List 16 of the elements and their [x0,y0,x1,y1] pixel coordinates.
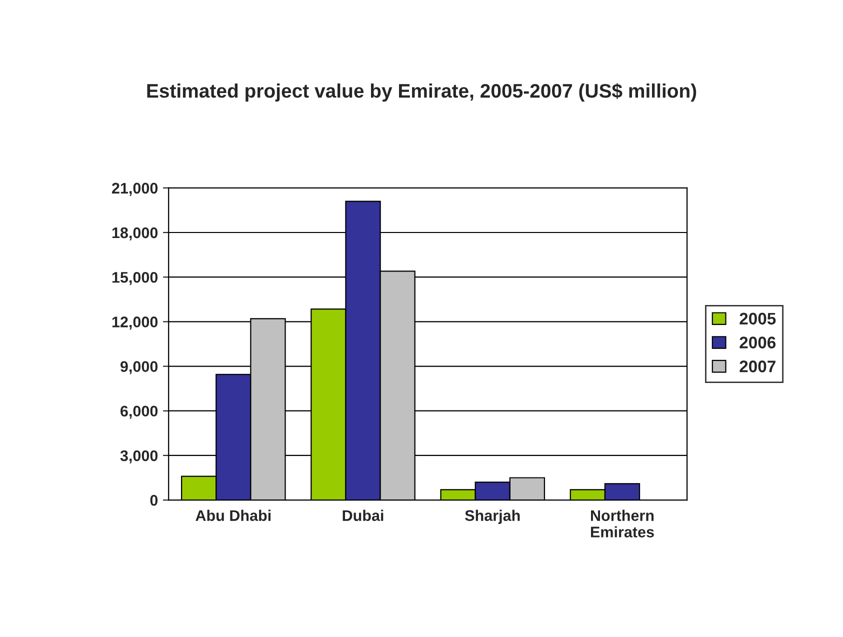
y-tick-label: 18,000 [112,227,158,240]
y-tick-label: 12,000 [112,316,158,330]
legend-label: 2006 [740,336,776,348]
chart-title: Estimated project value by Emirate, 2005-2007 (US$ million) [147,83,696,102]
y-tick-label: 21,000 [112,182,158,196]
x-tick-label: Northern Emirates [590,510,654,538]
y-tick-label: 15,000 [112,272,158,285]
x-tick-label: Abu Dhabi [196,510,271,521]
x-tick-label: Sharjah [465,510,520,524]
y-tick-label: 0 [150,494,158,506]
y-tick-label: 9,000 [120,361,158,374]
y-tick-label: 6,000 [120,406,158,419]
x-tick-label: Dubai [342,510,384,521]
legend-label: 2005 [740,312,776,325]
legend-label: 2007 [740,360,776,372]
y-tick-label: 3,000 [120,450,158,464]
